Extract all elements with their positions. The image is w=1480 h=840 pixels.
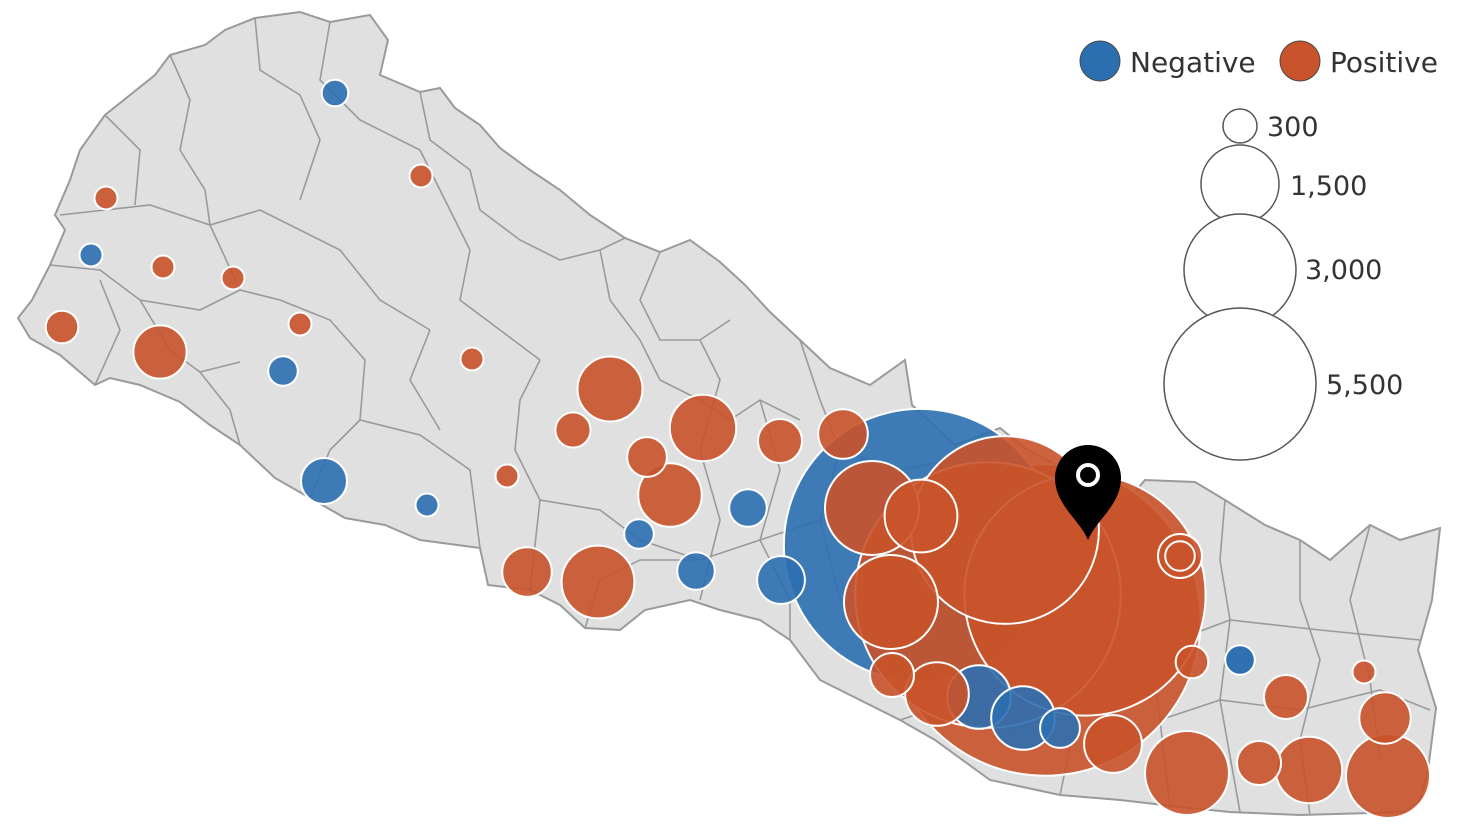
negative-bubble[interactable] — [1224, 644, 1256, 676]
positive-bubble[interactable] — [843, 554, 939, 650]
positive-bubble[interactable] — [44, 309, 80, 345]
district-border — [599, 249, 661, 381]
negative-bubble[interactable] — [414, 492, 440, 518]
positive-bubble[interactable] — [883, 478, 959, 554]
map-pin-ring — [1076, 463, 1100, 487]
district-border — [94, 279, 121, 386]
district-border — [254, 17, 321, 201]
negative-bubble[interactable] — [320, 78, 350, 108]
positive-bubble[interactable] — [869, 652, 915, 698]
positive-bubble[interactable] — [1164, 540, 1196, 572]
positive-bubble[interactable] — [668, 393, 738, 463]
negative-bubble[interactable] — [728, 488, 768, 528]
negative-bubble[interactable] — [78, 242, 104, 268]
positive-bubble[interactable] — [626, 436, 668, 478]
size-legend-label-1: 300 — [1267, 112, 1319, 143]
positive-bubble[interactable] — [817, 408, 869, 460]
positive-bubble[interactable] — [904, 661, 970, 727]
positive-bubble[interactable] — [1263, 674, 1309, 720]
bubble-layer — [44, 78, 1431, 819]
positive-bubble[interactable] — [576, 355, 644, 423]
positive-bubble[interactable] — [757, 418, 803, 464]
legend-negative-swatch — [1079, 40, 1121, 82]
positive-bubble[interactable] — [1236, 740, 1282, 786]
size-legend-label-2: 1,500 — [1290, 171, 1367, 202]
positive-bubble[interactable] — [459, 346, 485, 372]
negative-bubble[interactable] — [300, 457, 348, 505]
map-pin-icon[interactable] — [1055, 445, 1121, 540]
district-border — [539, 499, 701, 561]
negative-bubble[interactable] — [756, 555, 806, 605]
district-border — [239, 289, 366, 421]
map-pin-shape — [1055, 445, 1121, 540]
size-legend-label-4: 5,500 — [1326, 370, 1403, 401]
positive-bubble[interactable] — [1274, 735, 1344, 805]
district-border — [169, 54, 211, 226]
positive-bubble[interactable] — [150, 254, 176, 280]
size-legend-circle-4 — [1163, 307, 1317, 461]
size-legend-label-3: 3,000 — [1305, 255, 1382, 286]
legend-negative-label: Negative — [1130, 46, 1256, 79]
positive-bubble[interactable] — [1358, 691, 1412, 745]
positive-bubble[interactable] — [1351, 659, 1377, 685]
positive-bubble[interactable] — [132, 324, 188, 380]
size-legend: 300 1,500 3,000 5,500 — [1163, 108, 1403, 461]
legend-positive-label: Positive — [1330, 46, 1438, 79]
positive-bubble[interactable] — [220, 265, 246, 291]
positive-bubble[interactable] — [1174, 644, 1210, 680]
legend: Negative Positive — [1079, 40, 1438, 82]
positive-bubble[interactable] — [287, 311, 313, 337]
positive-bubble[interactable] — [408, 163, 434, 189]
district-border — [409, 329, 441, 431]
positive-bubble[interactable] — [1083, 714, 1143, 774]
district-border — [359, 419, 481, 549]
positive-bubble[interactable] — [554, 411, 592, 449]
district-border — [479, 209, 626, 261]
district-border — [104, 114, 141, 206]
positive-bubble[interactable] — [1345, 733, 1431, 819]
size-legend-circle-2 — [1200, 144, 1280, 224]
positive-bubble[interactable] — [494, 463, 520, 489]
negative-bubble[interactable] — [623, 518, 655, 550]
positive-bubble[interactable] — [93, 185, 119, 211]
district-border — [319, 21, 441, 191]
negative-bubble[interactable] — [267, 355, 299, 387]
district-border — [419, 91, 481, 211]
district-border — [199, 371, 241, 446]
district-border — [439, 189, 541, 361]
district-border — [639, 251, 731, 341]
positive-bubble[interactable] — [1144, 730, 1230, 816]
positive-bubble[interactable] — [560, 544, 636, 620]
positive-bubble[interactable] — [501, 546, 553, 598]
negative-bubble[interactable] — [676, 551, 716, 591]
legend-positive-swatch — [1279, 40, 1321, 82]
district-border — [514, 359, 541, 591]
district-border — [299, 229, 431, 331]
negative-bubble[interactable] — [1039, 707, 1081, 749]
size-legend-circle-1 — [1222, 108, 1258, 144]
positive-bubble[interactable] — [637, 462, 703, 528]
